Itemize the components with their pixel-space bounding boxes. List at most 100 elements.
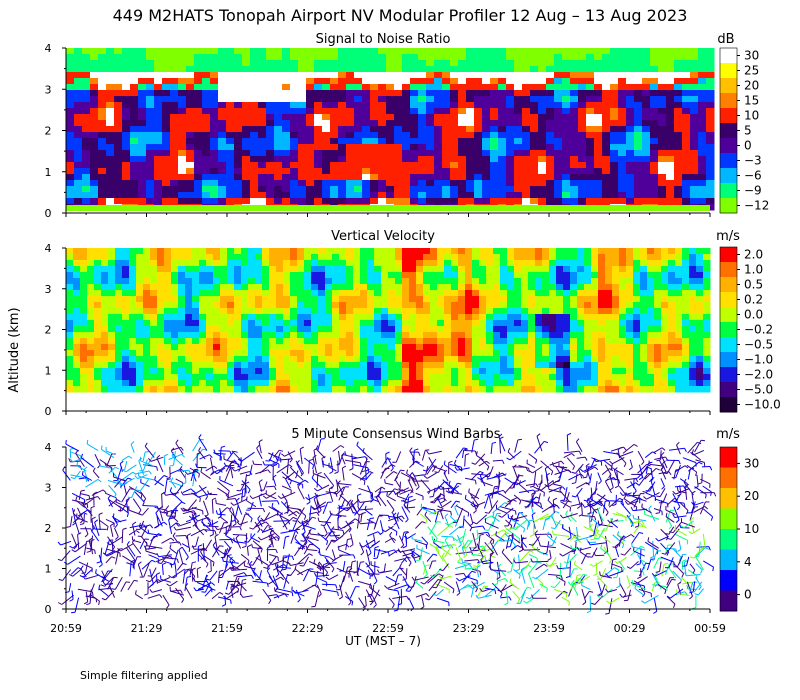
snr-cell (322, 78, 331, 85)
vv-cell (276, 380, 284, 387)
colorbar-label: −12 (744, 199, 769, 213)
vv-cell (374, 338, 382, 345)
vv-cell (269, 350, 277, 357)
snr-cell (322, 168, 331, 175)
vv-cell (402, 326, 410, 333)
snr-cell (122, 156, 131, 163)
wind-barb (158, 577, 171, 583)
vv-cell (304, 278, 312, 285)
snr-cell (386, 90, 395, 97)
vv-cell (157, 374, 165, 381)
vv-cell (332, 362, 340, 369)
vv-cell (577, 278, 585, 285)
snr-cell (330, 84, 339, 91)
vv-cell (122, 320, 130, 327)
vv-cell (136, 380, 144, 387)
vv-cell (311, 332, 319, 339)
vv-cell (612, 254, 620, 261)
vv-cell (262, 350, 270, 357)
snr-cell (106, 192, 115, 199)
vv-cell (535, 374, 543, 381)
wind-barb (105, 590, 115, 601)
snr-cell (442, 144, 451, 151)
vv-cell (542, 260, 550, 267)
snr-cell (98, 60, 107, 67)
vv-cell (479, 356, 487, 363)
vv-cell (549, 344, 557, 351)
vv-cell (682, 338, 690, 345)
vv-cell (311, 248, 319, 255)
vv-cell (325, 368, 333, 375)
snr-cell (634, 102, 643, 109)
snr-cell (258, 72, 267, 79)
vv-cell (325, 356, 333, 363)
vv-cell (185, 254, 193, 261)
vv-cell (458, 338, 466, 345)
vv-cell (262, 380, 270, 387)
snr-cell (378, 192, 387, 199)
snr-cell (338, 156, 347, 163)
vv-cell (486, 290, 494, 297)
vv-cell (563, 248, 571, 255)
snr-cell (138, 48, 147, 55)
vv-cell (262, 308, 270, 315)
vv-cell (521, 266, 529, 273)
vv-cell (290, 374, 298, 381)
snr-cell (194, 168, 203, 175)
vv-cell (675, 320, 683, 327)
snr-cell (474, 174, 483, 181)
vv-cell (556, 302, 564, 309)
snr-cell (210, 174, 219, 181)
snr-unit-label: dB (717, 32, 734, 47)
snr-cell (522, 144, 531, 151)
snr-cell (674, 78, 683, 85)
snr-cell (498, 78, 507, 85)
vv-cell (430, 374, 438, 381)
vv-cell (374, 320, 382, 327)
snr-cell (354, 72, 363, 79)
snr-cell (90, 144, 99, 151)
vv-cell (108, 290, 116, 297)
snr-cell (218, 192, 227, 199)
snr-cell (434, 168, 443, 175)
vv-cell (409, 284, 417, 291)
vv-cell (507, 248, 515, 255)
vv-cell (423, 314, 431, 321)
wind-barb-flag (115, 466, 120, 470)
vv-cell (220, 302, 228, 309)
snr-cell (666, 78, 675, 85)
vv-cell (346, 350, 354, 357)
snr-cell (154, 156, 163, 163)
snr-cell (210, 192, 219, 199)
snr-cell (186, 126, 195, 133)
vv-cell (598, 338, 606, 345)
snr-cell (402, 120, 411, 127)
snr-cell (74, 84, 83, 91)
snr-cell (90, 102, 99, 109)
snr-cell (482, 156, 491, 163)
snr-cell (426, 162, 435, 169)
vv-cell (283, 254, 291, 261)
snr-cell (218, 84, 227, 91)
snr-cell (258, 162, 267, 169)
vv-cell (143, 308, 151, 315)
snr-cell (226, 150, 235, 157)
snr-cell (362, 54, 371, 61)
vv-cell (598, 320, 606, 327)
vv-cell (199, 308, 207, 315)
vv-cell (157, 254, 165, 261)
snr-cell (482, 114, 491, 121)
snr-cell (554, 54, 563, 61)
snr-cell (522, 180, 531, 187)
wind-barb-flag (181, 599, 185, 603)
vv-cell (206, 356, 214, 363)
vv-cell (339, 338, 347, 345)
snr-cell (82, 72, 91, 79)
snr-cell (490, 114, 499, 121)
snr-cell (546, 54, 555, 61)
colorbar-label: −2.0 (744, 368, 773, 382)
vv-cell (563, 296, 571, 303)
snr-cell (258, 156, 267, 163)
snr-cell (330, 138, 339, 145)
vv-cell (423, 260, 431, 267)
